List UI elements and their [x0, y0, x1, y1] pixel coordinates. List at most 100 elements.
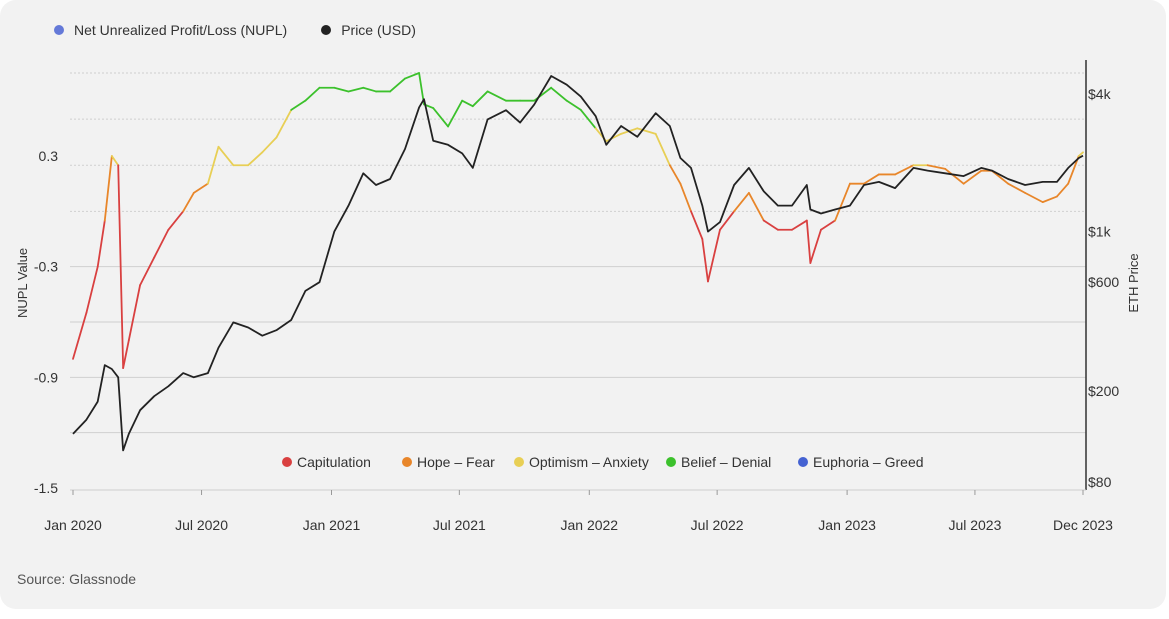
- y2-axis-title: ETH Price: [1126, 253, 1141, 312]
- nupl-segment: [110, 155, 120, 167]
- nupl-segment: [1055, 182, 1070, 198]
- nupl-segment: [863, 173, 880, 185]
- nupl-segment: [275, 108, 293, 139]
- nupl-segment: [679, 182, 692, 213]
- x-tick-label: Jul 2020: [175, 517, 228, 533]
- nupl-segment: [139, 256, 156, 287]
- price-line: [72, 75, 1084, 452]
- nupl-segment: [486, 90, 507, 102]
- price-dot-icon: [321, 25, 332, 35]
- legend-label-nupl: Net Unrealized Profit/Loss (NUPL): [74, 22, 288, 38]
- nupl-segment: [762, 219, 779, 231]
- nupl-segment: [96, 219, 106, 268]
- nupl-segment: [127, 284, 141, 342]
- y-tick-label: -1.5: [34, 480, 58, 496]
- y-tick-label: -0.3: [34, 259, 58, 275]
- y2-tick-label: $1k: [1088, 224, 1112, 240]
- zone-dot-icon: [514, 457, 524, 467]
- nupl-segment: [290, 99, 307, 111]
- nupl-segment: [565, 99, 582, 111]
- nupl-segment: [690, 210, 704, 240]
- x-tick-label: Jul 2023: [948, 517, 1001, 533]
- nupl-segment: [805, 219, 812, 264]
- nupl-segment: [834, 182, 851, 222]
- legend-item-nupl[interactable]: Net Unrealized Profit/Loss (NUPL): [54, 22, 287, 38]
- y2-tick-label: $4k: [1088, 86, 1112, 102]
- y-tick-label: 0.3: [39, 148, 59, 164]
- nupl-segment: [701, 238, 709, 283]
- series-legend: Net Unrealized Profit/Loss (NUPL) Price …: [54, 22, 416, 38]
- nupl-segment: [347, 86, 365, 93]
- nupl-segment: [461, 99, 474, 108]
- nupl-segment: [944, 168, 965, 185]
- nupl-segment: [333, 86, 350, 93]
- nupl-segment: [182, 191, 195, 213]
- nupl-segment: [733, 191, 750, 213]
- nupl-segment: [304, 86, 321, 102]
- zone-dot-icon: [282, 457, 292, 467]
- zone-legend-label: Belief – Denial: [681, 454, 771, 470]
- nupl-dot-icon: [54, 25, 64, 35]
- nupl-segment: [719, 210, 735, 231]
- zone-dot-icon: [798, 457, 808, 467]
- legend-item-price[interactable]: Price (USD): [321, 22, 416, 38]
- zone-legend: Capitulation Hope – Fear Optimism – Anxiet…: [282, 454, 924, 470]
- nupl-segment: [103, 155, 113, 222]
- nupl-segment: [122, 339, 130, 370]
- y-tick-label: -0.9: [34, 369, 58, 385]
- nupl-segment: [579, 108, 597, 130]
- zone-dot-icon: [402, 457, 412, 467]
- x-tick-label: Dec 2023: [1053, 517, 1113, 533]
- nupl-segment: [1024, 191, 1044, 204]
- nupl-segment: [926, 164, 947, 170]
- nupl-segment: [362, 86, 377, 93]
- nupl-segment: [1041, 195, 1058, 204]
- x-tick-label: Jan 2021: [303, 517, 361, 533]
- zone-legend-label: Capitulation: [297, 454, 371, 470]
- nupl-segment: [550, 86, 568, 102]
- nupl-segment: [654, 132, 671, 167]
- zone-legend-label: Optimism – Anxiety: [529, 454, 649, 470]
- nupl-segment: [471, 90, 489, 108]
- x-tick-label: Jan 2020: [44, 517, 102, 533]
- nupl-segment: [217, 145, 235, 167]
- x-tick-label: Jul 2021: [433, 517, 486, 533]
- zone-legend-label: Hope – Fear: [417, 454, 495, 470]
- nupl-segment: [1007, 182, 1026, 194]
- nupl-series: [72, 72, 1084, 370]
- nupl-segment: [809, 228, 822, 264]
- nupl-segment: [432, 107, 449, 128]
- nupl-segment: [389, 77, 406, 93]
- nupl-segment: [820, 219, 836, 231]
- x-tick-label: Jul 2022: [691, 517, 744, 533]
- nupl-segment: [192, 182, 209, 194]
- y2-tick-label: $80: [1088, 474, 1112, 490]
- nupl-segment: [636, 127, 657, 135]
- y2-tick-label: $600: [1088, 274, 1119, 290]
- y2-tick-label: $200: [1088, 383, 1119, 399]
- nupl-segment: [447, 99, 464, 128]
- nupl-segment: [261, 136, 278, 154]
- nupl-segment: [117, 164, 125, 370]
- nupl-segment: [748, 191, 765, 222]
- nupl-segment: [167, 210, 185, 231]
- nupl-segment: [153, 228, 170, 259]
- nupl-segment: [207, 145, 220, 185]
- x-tick-label: Jan 2023: [818, 517, 876, 533]
- nupl-segment: [791, 219, 808, 231]
- nupl-segment: [668, 164, 682, 185]
- legend-label-price: Price (USD): [341, 22, 416, 38]
- nupl-segment: [247, 151, 264, 167]
- zone-dot-icon: [666, 457, 676, 467]
- nupl-segment: [1077, 151, 1084, 157]
- nupl-segment: [85, 265, 99, 314]
- nupl-segment: [605, 132, 622, 143]
- x-tick-label: Jan 2022: [560, 517, 618, 533]
- nupl-segment: [707, 228, 721, 283]
- nupl-segment: [894, 164, 915, 176]
- nupl-segment: [404, 72, 420, 80]
- zone-legend-label: Euphoria – Greed: [813, 454, 924, 470]
- nupl-segment: [962, 169, 983, 185]
